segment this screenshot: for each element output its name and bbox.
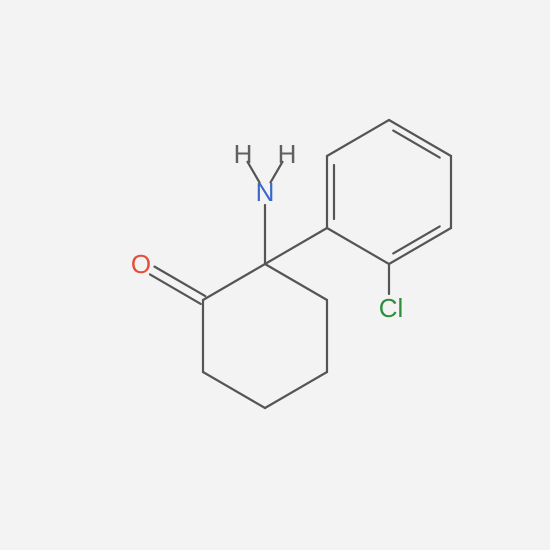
molecule-diagram: O NHH Cl — [0, 0, 550, 550]
diagram-background — [0, 0, 550, 550]
chlorine-atom-label: Cl — [379, 293, 404, 323]
hydrogen-atom-label: H — [278, 139, 297, 169]
hydrogen-atom-label: H — [234, 139, 253, 169]
nitrogen-atom-label: N — [256, 177, 275, 207]
oxygen-atom-label: O — [131, 249, 151, 279]
